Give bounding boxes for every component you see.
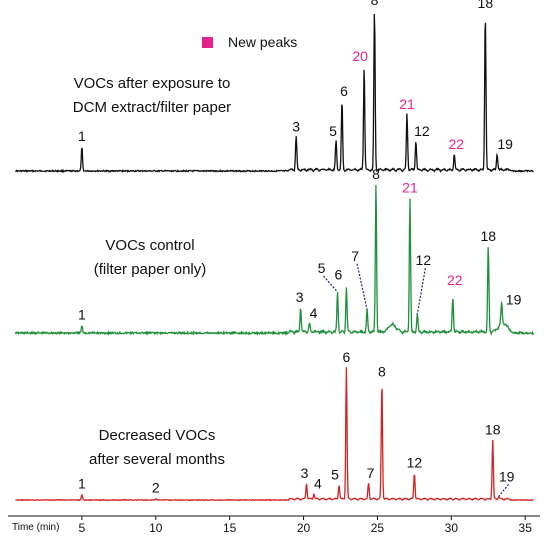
peak-label: 7 [351,248,359,264]
peak-label: 3 [301,465,309,481]
peak-leader-line [416,268,426,315]
peak-label: 18 [478,0,494,11]
trace-line [15,367,534,502]
peak-label: 2 [152,480,160,496]
peak-label: 8 [371,0,379,8]
trace-annotation: Decreased VOCs [99,427,216,444]
peak-label: 12 [416,252,432,268]
peak-label: 5 [329,123,337,139]
peak-label: 3 [292,118,300,134]
trace-annotation: DCM extract/filter paper [73,99,231,116]
peak-label: 21 [399,96,415,112]
peak-label: 21 [402,179,418,195]
peak-label: 12 [414,123,430,139]
peak-label: 3 [296,289,304,305]
trace-line [14,184,535,336]
peak-label: 19 [506,291,522,307]
labels-layer: VOCs after exposure to DCM extract/filter… [73,0,522,497]
peak-label: 22 [447,272,463,288]
time-axis: Time (min) 5 10 15 20 25 30 35 [8,515,540,535]
legend: New peaks [202,34,297,50]
peak-label: 6 [343,349,351,365]
peak-label: 1 [78,476,86,492]
legend-label: New peaks [228,34,297,50]
peak-label: 4 [314,476,322,492]
peak-label: 1 [78,128,86,144]
peak-label: 19 [497,136,513,152]
peak-label: 4 [310,305,318,321]
peak-label: 22 [448,136,464,152]
x-tick-label: 15 [223,521,237,535]
peak-label: 12 [407,455,423,471]
peak-label: 8 [372,166,380,182]
trace-annotation: VOCs after exposure to [74,75,231,92]
x-tick-label: 20 [297,521,311,535]
peak-label: 19 [499,468,515,484]
legend-swatch [202,37,213,48]
x-tick-label: 35 [519,521,533,535]
peak-leader-line [498,483,510,497]
peak-label: 6 [340,83,348,99]
peak-leader-line [323,275,338,293]
trace-annotation: (filter paper only) [94,261,207,278]
peak-label: 18 [480,228,496,244]
peak-label: 5 [331,466,339,482]
peak-label: 8 [378,364,386,380]
trace-annotation: after several months [89,451,225,468]
peak-leader-line [356,263,368,310]
peak-label: 6 [335,267,343,283]
trace-annotation: VOCs control [105,237,194,254]
traces-layer [14,13,535,502]
peak-label: 18 [485,422,501,438]
peak-label: 7 [367,465,375,481]
x-tick-label: 5 [79,521,86,535]
x-tick-label: 10 [149,521,163,535]
x-axis-label: Time (min) [12,522,59,533]
peak-label: 5 [318,260,326,276]
trace-line [15,13,535,174]
x-tick-label: 30 [445,521,459,535]
peak-label: 1 [78,307,86,323]
peak-label: 20 [352,48,368,64]
x-tick-label: 25 [371,521,385,535]
